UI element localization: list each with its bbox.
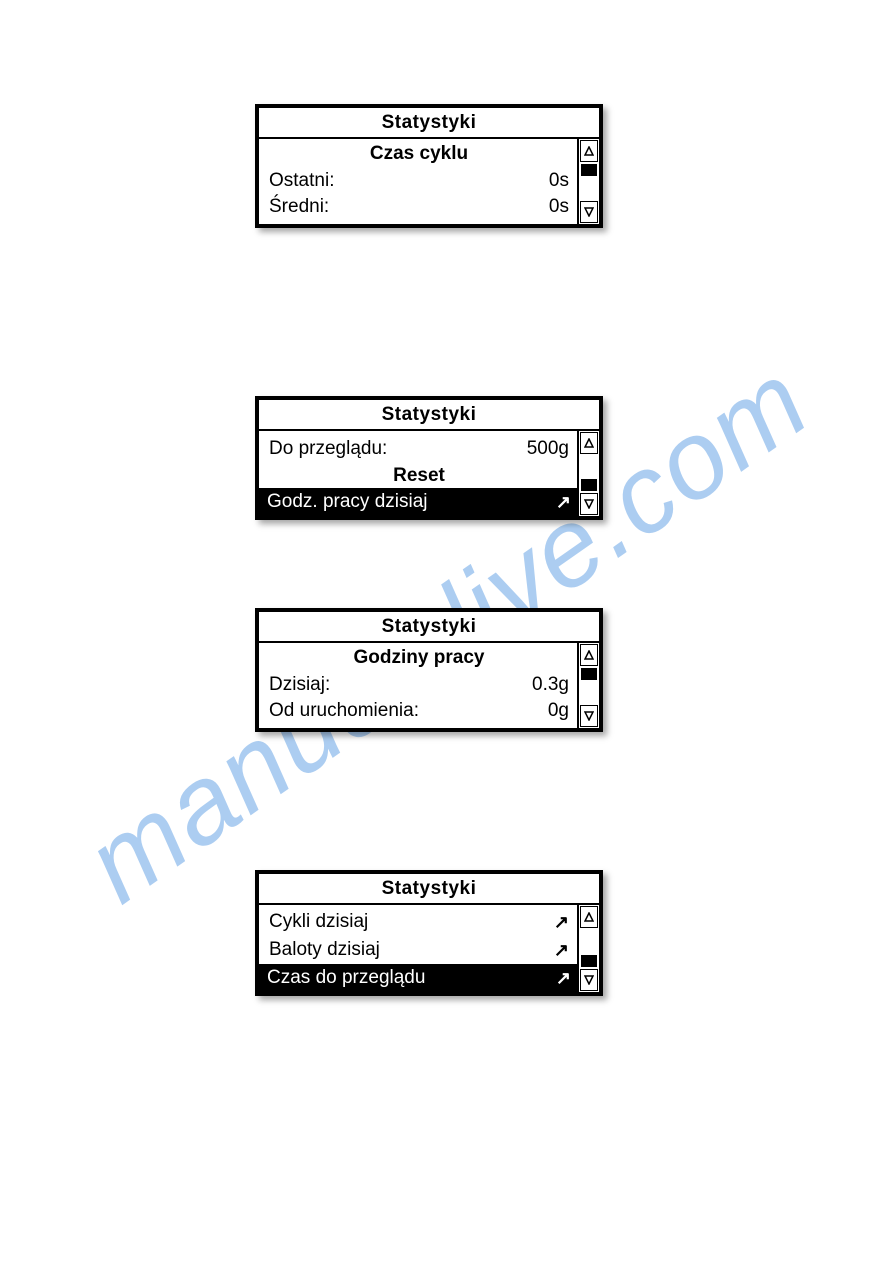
row-last: Ostatni: 0s xyxy=(267,168,571,194)
triangle-up-icon xyxy=(584,912,594,922)
row-label: Godz. pracy dzisiaj xyxy=(267,490,428,514)
row-label: Średni: xyxy=(269,195,329,219)
scroll-thumb[interactable] xyxy=(581,668,597,680)
row-label: Baloty dzisiaj xyxy=(269,938,380,962)
arrow-icon: ↗ xyxy=(554,939,569,962)
scroll-up-button[interactable] xyxy=(580,644,598,666)
row-label: Dzisiaj: xyxy=(269,673,330,697)
scrollbar[interactable] xyxy=(577,905,599,992)
row-work-hours-today-link[interactable]: Godz. pracy dzisiaj ↗ xyxy=(259,488,577,516)
row-reset[interactable]: Reset xyxy=(267,464,571,488)
panel-content: Do przeglądu: 500g Reset Godz. pracy dzi… xyxy=(259,431,577,516)
triangle-up-icon xyxy=(584,146,594,156)
scroll-track[interactable] xyxy=(579,455,599,478)
arrow-icon: ↗ xyxy=(556,491,571,514)
arrow-icon: ↗ xyxy=(556,967,571,990)
stats-panel-service: Statystyki Do przeglądu: 500g Reset Godz… xyxy=(255,396,603,520)
row-value: 0g xyxy=(548,699,569,723)
row-time-to-service-link[interactable]: Czas do przeglądu ↗ xyxy=(259,964,577,992)
row-value: 0s xyxy=(549,195,569,219)
row-label: Cykli dzisiaj xyxy=(269,910,368,934)
row-since-start: Od uruchomienia: 0g xyxy=(267,698,571,724)
panel-content: Cykli dzisiaj ↗ Baloty dzisiaj ↗ Czas do… xyxy=(259,905,577,992)
row-average: Średni: 0s xyxy=(267,194,571,220)
row-value: 0.3g xyxy=(532,673,569,697)
panel-title: Statystyki xyxy=(259,612,599,643)
triangle-down-icon xyxy=(584,975,594,985)
scroll-down-button[interactable] xyxy=(580,493,598,515)
panel-title: Statystyki xyxy=(259,400,599,431)
arrow-icon: ↗ xyxy=(554,911,569,934)
row-label: Od uruchomienia: xyxy=(269,699,419,723)
stats-panel-work-hours: Statystyki Godziny pracy Dzisiaj: 0.3g O… xyxy=(255,608,603,732)
scrollbar[interactable] xyxy=(577,139,599,224)
row-label: Czas do przeglądu xyxy=(267,966,425,990)
panel-subtitle: Czas cyklu xyxy=(267,142,571,166)
triangle-down-icon xyxy=(584,499,594,509)
row-value: 0s xyxy=(549,169,569,193)
scroll-up-button[interactable] xyxy=(580,906,598,928)
row-value: 500g xyxy=(527,437,569,461)
scroll-down-button[interactable] xyxy=(580,201,598,223)
scroll-down-button[interactable] xyxy=(580,705,598,727)
scrollbar[interactable] xyxy=(577,643,599,728)
triangle-up-icon xyxy=(584,650,594,660)
row-label: Do przeglądu: xyxy=(269,437,387,461)
triangle-down-icon xyxy=(584,711,594,721)
panel-content: Czas cyklu Ostatni: 0s Średni: 0s xyxy=(259,139,577,224)
row-cycles-today-link[interactable]: Cykli dzisiaj ↗ xyxy=(267,908,571,936)
scroll-thumb[interactable] xyxy=(581,164,597,176)
row-today: Dzisiaj: 0.3g xyxy=(267,672,571,698)
scroll-up-button[interactable] xyxy=(580,140,598,162)
scroll-down-button[interactable] xyxy=(580,969,598,991)
row-label: Ostatni: xyxy=(269,169,334,193)
panel-title: Statystyki xyxy=(259,108,599,139)
triangle-up-icon xyxy=(584,438,594,448)
stats-panel-menu: Statystyki Cykli dzisiaj ↗ Baloty dzisia… xyxy=(255,870,603,996)
scroll-track[interactable] xyxy=(579,929,599,954)
row-bales-today-link[interactable]: Baloty dzisiaj ↗ xyxy=(267,936,571,964)
panel-subtitle: Godziny pracy xyxy=(267,646,571,670)
scroll-track[interactable] xyxy=(579,177,599,200)
scroll-thumb[interactable] xyxy=(581,479,597,491)
panel-title: Statystyki xyxy=(259,874,599,905)
scroll-up-button[interactable] xyxy=(580,432,598,454)
stats-panel-cycle-time: Statystyki Czas cyklu Ostatni: 0s Średni… xyxy=(255,104,603,228)
row-service-due: Do przeglądu: 500g xyxy=(267,434,571,464)
scroll-thumb[interactable] xyxy=(581,955,597,967)
scroll-track[interactable] xyxy=(579,681,599,704)
scrollbar[interactable] xyxy=(577,431,599,516)
panel-content: Godziny pracy Dzisiaj: 0.3g Od uruchomie… xyxy=(259,643,577,728)
triangle-down-icon xyxy=(584,207,594,217)
